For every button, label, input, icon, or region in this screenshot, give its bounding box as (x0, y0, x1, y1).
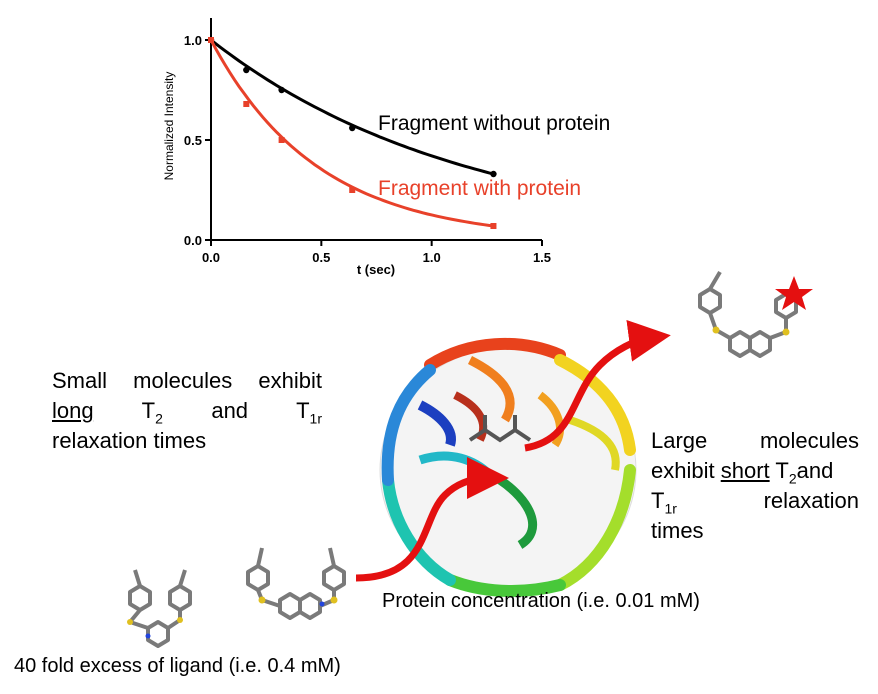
small-long: long (52, 398, 94, 423)
data-point (490, 223, 497, 229)
relaxation-chart: 0.0 0.5 1.0 1.5 0.0 0.5 1.0 Normalized Intensi… (162, 18, 610, 277)
y-tick-label: 0.0 (184, 233, 202, 248)
small-line-3: relaxation times (52, 428, 207, 453)
small-and: and (211, 398, 249, 423)
large-line-3: T1r relaxation (651, 486, 859, 516)
x-tick-label: 0.5 (312, 250, 330, 265)
y-axis-label: Normalized Intensity (162, 72, 176, 181)
x-tick-label: 1.5 (533, 250, 551, 265)
axis-tick-labels: 0.0 0.5 1.0 1.5 0.0 0.5 1.0 (184, 33, 551, 265)
data-point (349, 124, 356, 132)
large-t2: T2 (775, 458, 797, 487)
ligand-molecule-icon (127, 569, 192, 648)
legend-with-protein: Fragment with protein (378, 177, 581, 200)
data-point (278, 86, 285, 94)
binding-arrow (355, 457, 509, 582)
legend-without-protein: Fragment without protein (378, 112, 610, 135)
data-point (208, 37, 214, 43)
star-icon (775, 276, 813, 310)
data-point (490, 170, 497, 178)
large-t1r: T1r (651, 488, 677, 517)
large-molecules-note: Large molecules exhibit short T2and T1r … (651, 426, 859, 546)
small-line-2: long T2 and T1r (52, 396, 322, 426)
data-point (349, 187, 356, 193)
ligand-caption: 40 fold excess of ligand (i.e. 0.4 mM) (14, 655, 341, 677)
large-line-2: exhibit short T2and (651, 458, 834, 487)
large-short: short (720, 458, 770, 483)
y-tick-label: 0.5 (184, 133, 202, 148)
x-tick-label: 0.0 (202, 250, 220, 265)
x-axis-label: t (sec) (357, 262, 395, 277)
ligand-molecule-icon-3 (698, 270, 798, 358)
protein-ribbon-icon (379, 337, 637, 597)
large-relax: relaxation (763, 488, 859, 513)
x-tick-label: 1.0 (423, 250, 441, 265)
data-point (243, 66, 250, 74)
y-tick-label: 1.0 (184, 33, 202, 48)
protein-caption: Protein concentration (i.e. 0.01 mM) (382, 590, 700, 612)
large-line-4: times (651, 518, 704, 543)
bound-ligand-icon (468, 415, 532, 443)
large-line-1: Large molecules (651, 428, 859, 453)
data-point (243, 101, 250, 107)
release-arrow (524, 319, 671, 452)
small-t2: T2 (141, 398, 163, 427)
ligand-molecule-icon-2 (246, 547, 346, 620)
small-t1r: T1r (296, 398, 322, 427)
chart-series (207, 36, 497, 229)
data-point (278, 137, 285, 143)
small-line-1: Small molecules exhibit (52, 368, 322, 393)
small-molecules-note: Small molecules exhibit long T2 and T1r … (52, 366, 322, 456)
